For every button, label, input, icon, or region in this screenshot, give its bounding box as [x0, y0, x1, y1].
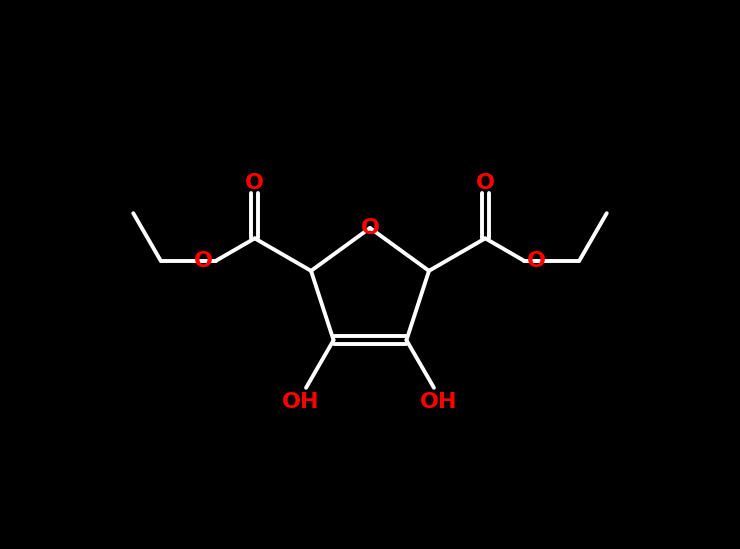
Text: OH: OH — [282, 392, 320, 412]
Text: O: O — [245, 173, 264, 193]
Text: OH: OH — [420, 392, 458, 412]
Text: O: O — [527, 251, 545, 271]
Text: O: O — [360, 218, 380, 238]
Text: O: O — [476, 173, 495, 193]
Text: O: O — [195, 251, 213, 271]
